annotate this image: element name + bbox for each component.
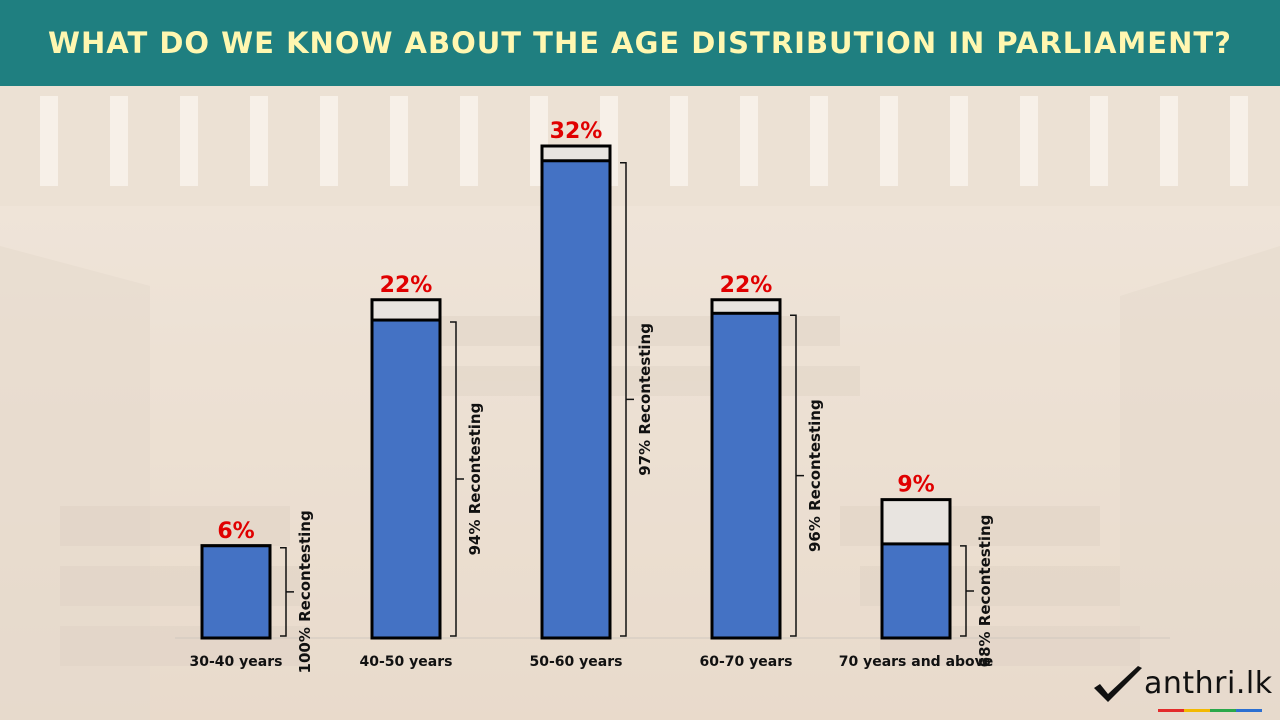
category-label: 70 years and above	[839, 654, 994, 670]
recontesting-label: 68% Recontesting	[976, 515, 994, 668]
recontesting-bracket	[450, 321, 464, 637]
recontesting-bracket	[280, 547, 294, 637]
bar	[880, 542, 952, 640]
bar	[200, 544, 272, 640]
title-banner: WHAT DO WE KNOW ABOUT THE AGE DISTRIBUTI…	[0, 0, 1280, 86]
value-label: 9%	[897, 473, 934, 498]
category-label: 40-50 years	[360, 654, 453, 670]
bar	[370, 318, 442, 640]
checkmark-icon	[1094, 666, 1142, 702]
value-label: 22%	[380, 273, 433, 298]
recontesting-bracket	[620, 162, 634, 637]
recontesting-label: 94% Recontesting	[466, 403, 484, 556]
value-label: 22%	[720, 273, 773, 298]
value-label: 6%	[217, 519, 254, 544]
age-distribution-chart: 6% 30-40 years 100% Recontesting 22% 40-50 y…	[175, 119, 1170, 673]
manthri-logo: anthri.lk	[1094, 666, 1272, 712]
recontesting-label: 96% Recontesting	[806, 399, 824, 552]
logo-wordmark: anthri.lk	[1144, 666, 1273, 701]
logo-stripe	[1158, 709, 1262, 712]
category-label: 50-60 years	[530, 654, 623, 670]
category-label: 60-70 years	[700, 654, 793, 670]
bar	[710, 311, 782, 640]
parliament-chamber-photo	[0, 86, 1280, 720]
recontesting-label: 97% Recontesting	[636, 323, 654, 476]
bar	[540, 159, 612, 640]
recontesting-bracket	[790, 314, 804, 637]
value-label: 32%	[550, 119, 603, 144]
recontesting-bracket	[960, 545, 974, 637]
page-title: WHAT DO WE KNOW ABOUT THE AGE DISTRIBUTI…	[48, 26, 1232, 60]
category-label: 30-40 years	[190, 654, 283, 670]
recontesting-label: 100% Recontesting	[296, 510, 314, 673]
